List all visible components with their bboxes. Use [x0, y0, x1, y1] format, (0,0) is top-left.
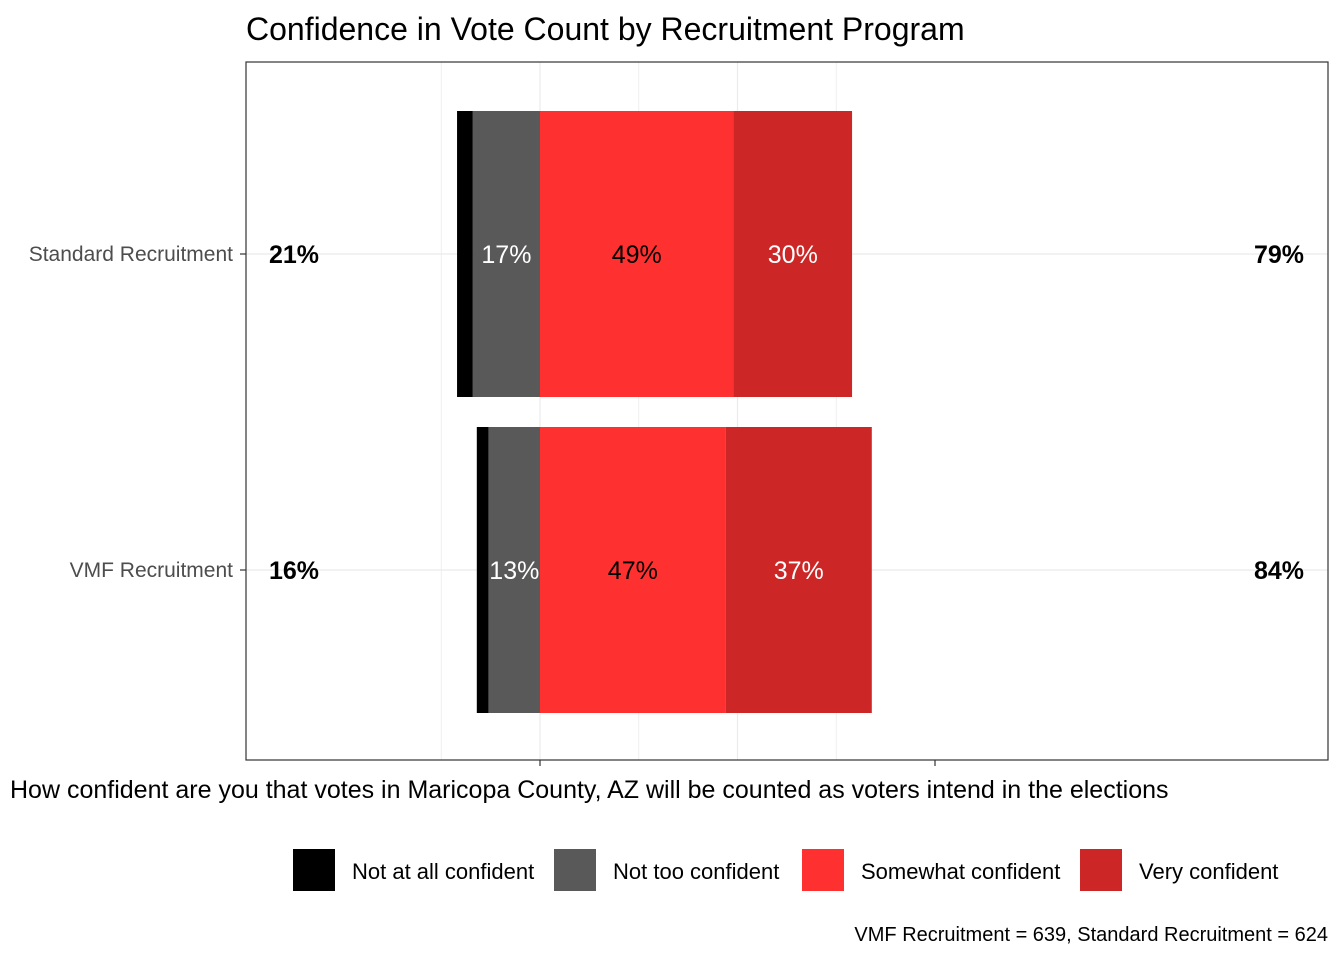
- legend: Not at all confident Not too confident Som…: [293, 849, 1278, 891]
- plot-panel: [245, 61, 1329, 761]
- bar-value-label: 49%: [612, 241, 662, 269]
- x-axis-label: How confident are you that votes in Mari…: [10, 776, 1169, 804]
- right-total-label: 84%: [1254, 557, 1304, 585]
- bar-segment: [457, 111, 473, 397]
- caption: VMF Recruitment = 639, Standard Recruitm…: [854, 924, 1328, 946]
- x-ticks: [539, 760, 936, 766]
- legend-key: [1080, 849, 1122, 891]
- legend-key: [554, 849, 596, 891]
- legend-label: Not too confident: [613, 859, 779, 884]
- bar-value-label: 47%: [608, 557, 658, 585]
- legend-label: Very confident: [1139, 859, 1278, 884]
- left-total-label: 21%: [269, 241, 319, 269]
- bar-value-label: 37%: [774, 557, 824, 585]
- bar-segment: [540, 111, 734, 397]
- legend-label: Not at all confident: [352, 859, 534, 884]
- bar-segment: [733, 111, 853, 397]
- legend-key: [293, 849, 335, 891]
- bar-segment: [540, 427, 726, 713]
- legend-key: [802, 849, 844, 891]
- bar-segment: [476, 427, 489, 713]
- category-label: VMF Recruitment: [70, 559, 234, 582]
- bar-segment: [725, 427, 872, 713]
- category-labels: Standard Recruitment VMF Recruitment: [29, 243, 246, 582]
- legend-label: Somewhat confident: [861, 859, 1060, 884]
- bar-value-label: 17%: [481, 241, 531, 269]
- bar-segment: [472, 111, 540, 397]
- left-total-label: 16%: [269, 557, 319, 585]
- category-label: Standard Recruitment: [29, 243, 233, 266]
- bar-segment: [488, 427, 540, 713]
- bar-value-label: 13%: [489, 557, 539, 585]
- bar-value-label: 30%: [768, 241, 818, 269]
- right-total-label: 79%: [1254, 241, 1304, 269]
- chart-title: Confidence in Vote Count by Recruitment …: [246, 11, 965, 47]
- bars: 17% 49% 30% 21% 79% 13% 47% 37% 16% 84%: [269, 111, 1304, 713]
